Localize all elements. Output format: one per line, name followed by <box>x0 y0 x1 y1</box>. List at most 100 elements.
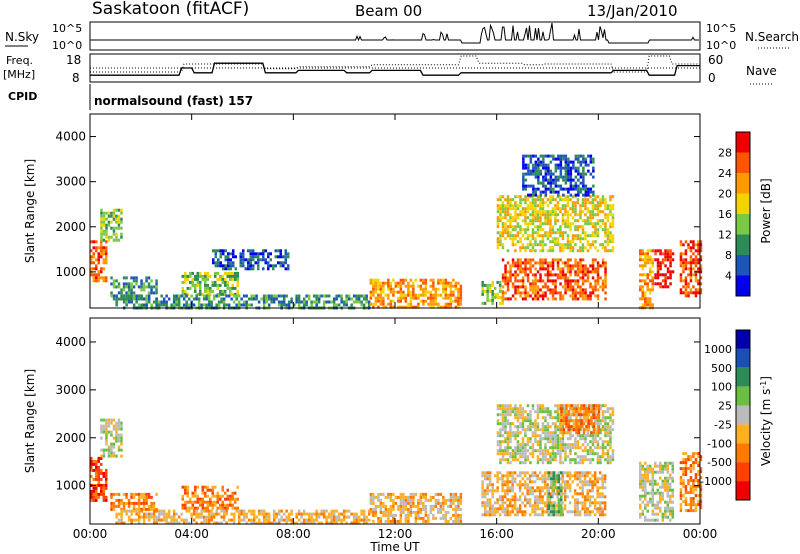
data-cell <box>372 495 375 499</box>
data-cell <box>137 294 141 298</box>
data-cell <box>217 249 220 253</box>
data-cell <box>591 474 594 478</box>
data-cell <box>562 187 565 191</box>
data-cell <box>315 300 318 304</box>
data-cell <box>597 413 601 417</box>
data-cell <box>125 291 128 295</box>
data-cell <box>576 492 579 496</box>
data-cell <box>669 476 672 480</box>
data-cell <box>486 292 489 296</box>
data-cell <box>402 281 405 285</box>
data-cell <box>559 234 562 238</box>
data-cell <box>282 300 286 304</box>
data-cell <box>557 498 560 502</box>
data-cell <box>609 425 612 429</box>
data-cell <box>521 219 525 223</box>
data-cell <box>102 279 105 283</box>
data-cell <box>537 166 540 170</box>
data-cell <box>598 513 602 517</box>
data-cell <box>407 302 410 306</box>
data-cell <box>310 303 313 307</box>
data-cell <box>516 216 520 220</box>
data-cell <box>506 195 510 199</box>
data-cell <box>95 249 98 253</box>
data-cell <box>117 208 121 212</box>
data-cell <box>524 201 527 205</box>
data-cell <box>504 213 507 217</box>
data-cell <box>207 294 211 298</box>
data-cell <box>581 419 585 423</box>
data-cell <box>504 297 507 301</box>
data-cell <box>305 300 308 304</box>
data-cell <box>399 498 403 502</box>
data-cell <box>290 509 293 513</box>
data-cell <box>214 261 217 265</box>
data-cell <box>481 489 484 493</box>
data-cell <box>367 303 371 307</box>
data-cell <box>549 169 553 173</box>
data-cell <box>172 294 176 298</box>
data-cell <box>90 255 93 259</box>
data-cell <box>547 471 550 475</box>
colorbar-frame <box>735 131 751 297</box>
data-cell <box>504 452 507 456</box>
data-cell <box>432 495 435 499</box>
data-cell <box>514 264 517 268</box>
data-cell <box>549 198 552 202</box>
data-cell <box>481 471 484 475</box>
data-cell <box>250 512 253 516</box>
data-cell <box>419 495 423 499</box>
data-cell <box>196 274 199 278</box>
data-cell <box>509 279 512 283</box>
data-cell <box>551 282 555 286</box>
data-cell <box>591 210 595 214</box>
data-cell <box>92 273 95 277</box>
data-cell <box>569 264 572 268</box>
data-cell <box>519 264 522 268</box>
data-cell <box>105 498 108 502</box>
data-cell <box>209 488 212 492</box>
data-cell <box>412 290 415 294</box>
data-cell <box>526 291 530 295</box>
data-cell <box>571 204 575 208</box>
data-cell <box>649 497 652 501</box>
data-cell <box>422 278 425 282</box>
data-cell <box>407 507 410 511</box>
data-cell <box>372 287 375 291</box>
data-cell <box>671 509 674 513</box>
data-cell <box>496 204 500 208</box>
data-cell <box>496 480 499 484</box>
data-cell <box>651 279 654 283</box>
data-cell <box>659 261 662 265</box>
data-cell <box>596 267 600 271</box>
data-cell <box>369 278 373 282</box>
data-cell <box>574 184 578 188</box>
data-cell <box>135 509 138 513</box>
data-cell <box>279 252 282 256</box>
data-cell <box>102 229 106 233</box>
data-cell <box>531 407 535 411</box>
data-cell <box>239 252 242 256</box>
data-cell <box>209 286 212 290</box>
data-cell <box>659 491 662 495</box>
data-cell <box>102 427 106 431</box>
data-cell <box>389 498 393 502</box>
data-cell <box>211 506 214 510</box>
data-cell <box>397 290 400 294</box>
data-cell <box>516 443 520 447</box>
data-cell <box>157 515 161 519</box>
data-cell <box>564 163 568 167</box>
data-cell <box>534 297 537 301</box>
data-cell <box>534 210 537 214</box>
data-cell <box>549 219 552 223</box>
data-cell <box>105 229 108 233</box>
data-cell <box>557 504 560 508</box>
data-cell <box>542 163 545 167</box>
data-cell <box>226 280 229 284</box>
data-cell <box>562 419 566 423</box>
data-cell <box>457 504 460 508</box>
data-cell <box>549 246 552 250</box>
data-cell <box>556 261 560 265</box>
data-cell <box>592 166 595 170</box>
data-cell <box>92 477 95 481</box>
